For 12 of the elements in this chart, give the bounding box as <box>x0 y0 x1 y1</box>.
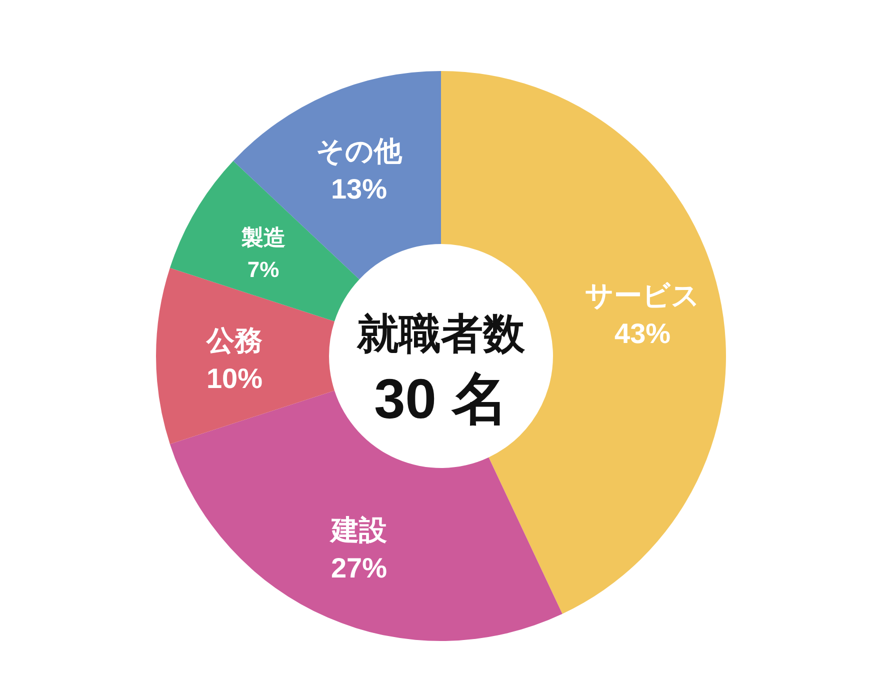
data-label: 7% <box>247 256 280 282</box>
slice-label: 製造 <box>240 224 286 250</box>
slice-label: 建設 <box>328 514 387 546</box>
data-label: 43% <box>614 318 671 349</box>
text: 就職者数 <box>356 310 526 357</box>
data-label: 13% <box>330 173 388 204</box>
text: 30 名 <box>374 367 508 430</box>
data-label: 10% <box>206 363 263 394</box>
slice-label: その他 <box>316 135 403 166</box>
data-label: 27% <box>330 552 388 584</box>
slice-label: 公務 <box>206 325 262 356</box>
slice-label: サービス <box>585 280 700 311</box>
